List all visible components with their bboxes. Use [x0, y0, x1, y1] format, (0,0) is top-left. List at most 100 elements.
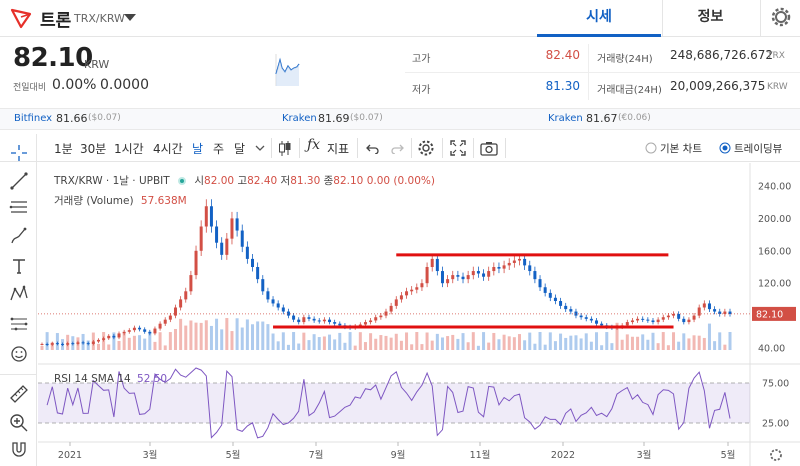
tab-price[interactable]: 시세 — [537, 0, 661, 37]
coin-dropdown-icon[interactable] — [124, 14, 136, 21]
tab-info[interactable]: 정보 — [662, 0, 758, 37]
chevron-down-icon[interactable] — [255, 145, 265, 152]
emoji-icon[interactable] — [9, 344, 29, 364]
candle-body — [317, 320, 321, 322]
exchange-name[interactable]: Kraken — [548, 113, 583, 124]
volume-bar — [487, 342, 491, 350]
camera-icon[interactable] — [480, 141, 498, 156]
volume-bar — [425, 332, 429, 350]
settings-gear-icon[interactable] — [760, 0, 800, 37]
header-bar: 트론 TRX/KRW 시세 정보 — [0, 0, 800, 37]
volume-bar — [723, 344, 727, 350]
interval-30m[interactable]: 30분 — [80, 142, 107, 156]
volume-bar — [687, 338, 691, 350]
volume-bar — [215, 318, 219, 350]
pattern-icon[interactable] — [9, 284, 29, 304]
volume-bar — [471, 332, 475, 350]
interval-1m[interactable]: 1분 — [54, 142, 73, 156]
magnet-icon[interactable] — [9, 440, 29, 460]
volume-bar — [646, 339, 650, 350]
crosshair-icon[interactable] — [9, 143, 29, 163]
volume-bar — [718, 332, 722, 350]
volume-bar — [297, 343, 301, 350]
interval-month[interactable]: 달 — [234, 142, 246, 156]
volume-bar — [153, 341, 157, 350]
volume-bar — [266, 324, 270, 350]
volume-bar — [656, 343, 660, 350]
candle-body — [559, 301, 563, 306]
candle-body — [595, 320, 599, 324]
ruler-icon[interactable] — [9, 384, 29, 404]
exchange-name[interactable]: Bitfinex — [14, 113, 53, 124]
volume-bar — [559, 333, 563, 350]
candle-body — [379, 315, 383, 318]
candle-body — [302, 317, 306, 323]
horizontal-lines-icon[interactable] — [9, 198, 29, 218]
volume-bar — [682, 333, 686, 350]
volume-bar — [158, 332, 162, 350]
interval-1h[interactable]: 1시간 — [114, 142, 144, 156]
last-price-label: 82.10 — [756, 309, 783, 320]
interval-4h[interactable]: 4시간 — [153, 142, 183, 156]
volume-bar — [569, 335, 573, 350]
candle-body — [666, 315, 670, 318]
tradingview-label[interactable]: 트레이딩뷰 — [734, 143, 783, 155]
zoom-in-icon[interactable] — [9, 413, 29, 433]
candlestick-icon[interactable] — [277, 140, 293, 157]
prediction-icon[interactable] — [9, 314, 29, 334]
volume-bar — [420, 344, 424, 350]
text-tool-icon[interactable] — [9, 256, 29, 276]
candle-body — [584, 317, 588, 319]
radio-tradingview[interactable] — [719, 142, 731, 154]
interval-day[interactable]: 날 — [192, 142, 204, 156]
volume-bar — [163, 345, 167, 350]
redo-icon[interactable] — [390, 142, 404, 154]
exchange-change: (€0.06) — [618, 113, 651, 123]
tron-logo-icon — [10, 8, 32, 29]
candle-body — [502, 265, 506, 269]
radio-basic-chart[interactable] — [645, 142, 657, 154]
candle-body — [533, 271, 537, 280]
candle-body — [199, 226, 203, 251]
candle-body — [471, 271, 475, 276]
rsi-legend: RSI 14 SMA 14 52.50 — [54, 373, 167, 385]
trading-chart[interactable]: 240.00 200.00 160.00 120.00 82.10 40.00 75.00 2… — [38, 163, 800, 466]
price-tick-label: 40.00 — [758, 344, 785, 355]
volume-bar — [220, 329, 224, 350]
indicators-fx-icon[interactable]: ƒx — [307, 137, 321, 153]
mini-chart[interactable] — [272, 46, 390, 92]
volume-bar — [338, 332, 342, 350]
time-tick-label: 5월 — [226, 449, 241, 461]
exchange-name[interactable]: Kraken — [282, 113, 317, 124]
volume-label: 거래량(24H) — [597, 54, 653, 65]
chart-canvas[interactable]: 240.00 200.00 160.00 120.00 82.10 40.00 75.00 2… — [38, 163, 800, 466]
volume-bar — [45, 332, 49, 350]
candle-body — [405, 291, 409, 296]
volume-bar — [600, 345, 604, 350]
candle-body — [50, 343, 54, 345]
volume-bar — [517, 334, 521, 350]
volume-bar — [96, 343, 100, 350]
interval-week[interactable]: 주 — [213, 142, 225, 156]
gear-icon[interactable] — [417, 139, 435, 157]
candle-body — [507, 262, 511, 266]
candle-body — [312, 318, 316, 321]
volume-bar — [379, 335, 383, 350]
axis-settings-gear-icon[interactable] — [770, 449, 782, 461]
candle-body — [45, 343, 49, 345]
legend-low-label: 저 — [280, 175, 291, 187]
candle-body — [158, 323, 162, 329]
basic-chart-label[interactable]: 기본 차트 — [660, 143, 702, 155]
candle-body — [646, 319, 650, 321]
amount-value: 20,009,266,375 — [670, 79, 766, 93]
candle-body — [225, 238, 229, 255]
trendline-icon[interactable] — [9, 171, 29, 191]
brush-icon[interactable] — [9, 226, 29, 246]
indicators-button[interactable]: 지표 — [327, 142, 350, 156]
candle-body — [122, 331, 126, 334]
undo-icon[interactable] — [366, 142, 380, 154]
candle-body — [630, 320, 634, 323]
fullscreen-icon[interactable] — [450, 140, 466, 156]
volume-bar — [50, 342, 54, 350]
candle-body — [466, 275, 470, 280]
